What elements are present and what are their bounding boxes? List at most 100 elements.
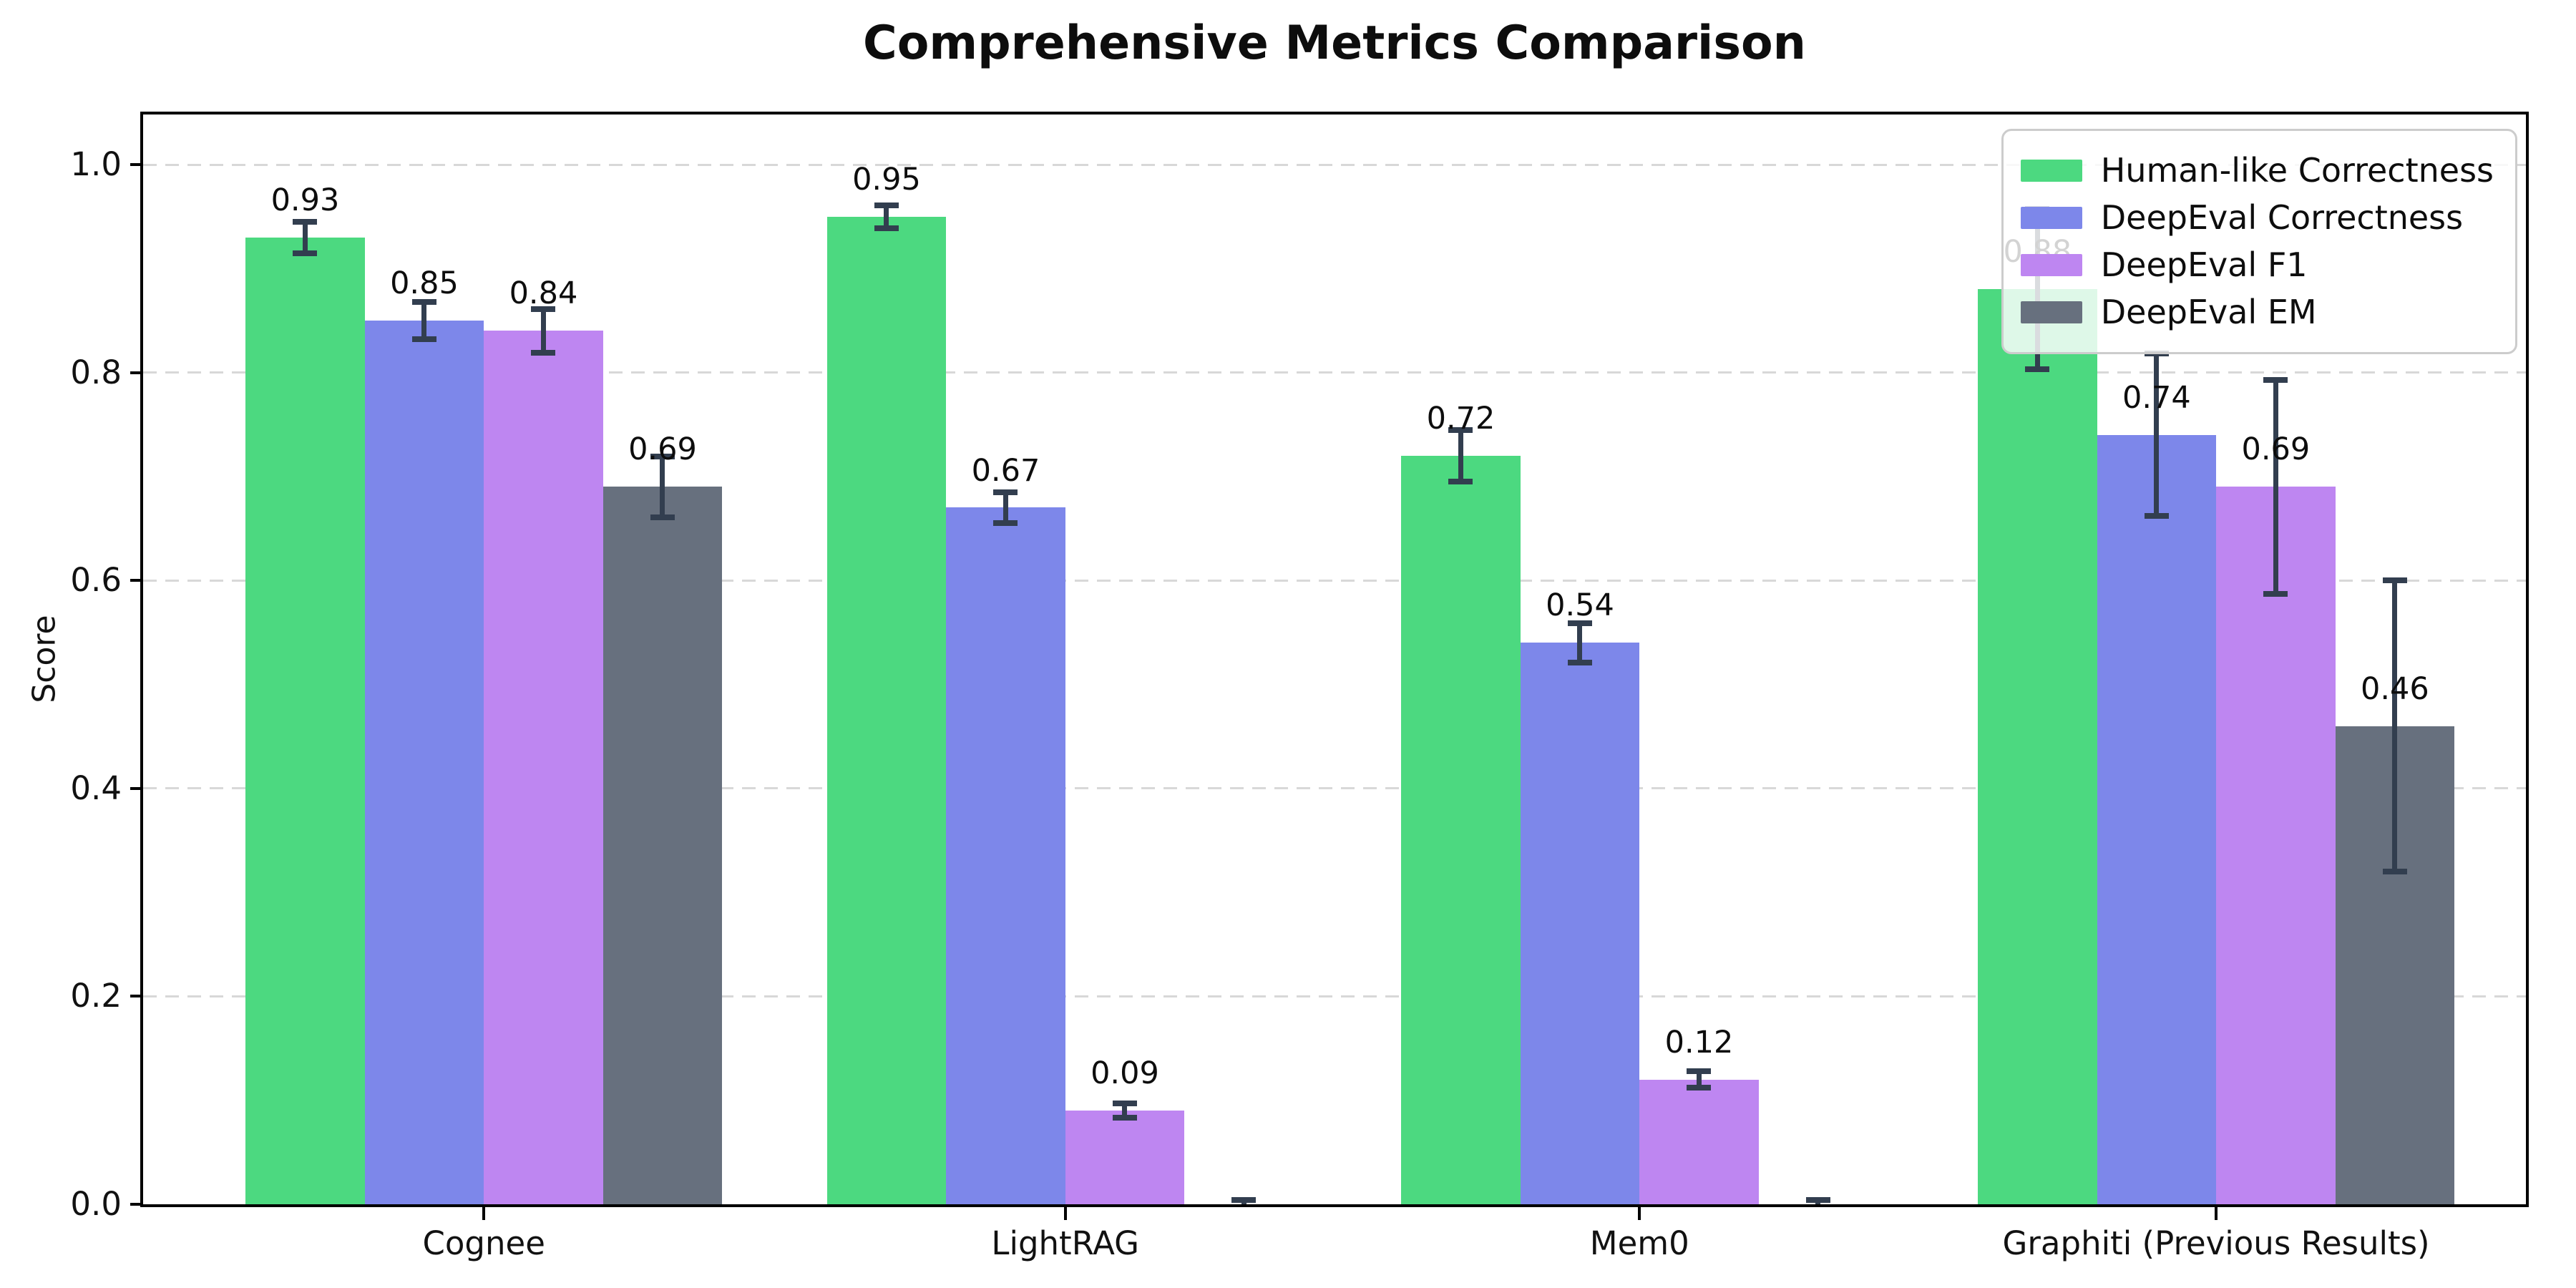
y-tick-mark [130,371,143,374]
gridline [143,787,2526,790]
x-tick-mark [482,1207,486,1220]
y-tick-mark [130,163,143,166]
y-tick-mark [130,995,143,998]
bar [1401,455,1521,1204]
x-tick-label: Graphiti (Previous Results) [2002,1224,2430,1262]
error-bar-cap [1687,1085,1712,1091]
error-bar [421,301,427,340]
y-tick-label: 0.6 [70,561,122,600]
x-tick-mark [1063,1207,1067,1220]
gridline [143,371,2526,374]
error-bar-cap [1448,479,1473,485]
error-bar-cap [293,218,318,225]
error-bar [1122,1103,1128,1118]
error-bar-cap [1231,1197,1257,1204]
error-bar [540,308,546,353]
bar-value-label: 0.84 [509,275,578,312]
bar-value-label: 0.69 [2241,431,2311,468]
y-tick-label: 0.0 [70,1185,122,1223]
error-bar-cap [531,349,556,356]
error-bar-cap [2382,869,2407,875]
y-tick-label: 0.8 [70,353,122,391]
bar-value-label: 0.93 [270,182,340,218]
x-tick-mark [1638,1207,1641,1220]
error-bar-cap [874,202,899,208]
bar [2216,487,2336,1204]
bar [484,331,603,1204]
y-tick-label: 0.2 [70,977,122,1015]
error-bar-cap [1687,1068,1712,1075]
bar [826,216,947,1204]
error-bar-cap [993,520,1018,527]
bar [602,487,723,1204]
error-bar-cap [1112,1115,1137,1121]
plot-area: Human-like Correctness DeepEval Correctne… [143,114,2526,1204]
bar-value-label: 0.72 [1426,400,1496,436]
bar-value-label: 0.54 [1546,587,1614,624]
error-bar-cap [2382,577,2407,584]
bar [1065,1111,1185,1204]
y-axis-label: Score [26,615,63,703]
error-bar-cap [2263,591,2288,597]
legend-swatch [2020,206,2082,229]
legend-swatch [2020,159,2082,182]
error-bar-cap [411,298,436,305]
legend-item: DeepEval Correctness [2020,197,2494,237]
legend-item: DeepEval EM [2020,292,2494,331]
error-bar-cap [293,250,318,256]
bar-value-label: 0.85 [390,265,459,301]
bar-value-label: 0.46 [2360,670,2429,707]
bar-value-label: 0.12 [1664,1024,1734,1060]
error-bar-cap [650,514,675,520]
legend-label: DeepEval EM [2100,292,2317,331]
bar-value-label: 0.67 [971,452,1040,489]
error-bar [660,457,665,517]
error-bar [884,205,889,228]
error-bar [302,221,308,253]
bar-value-label: 0.69 [628,431,697,468]
bar [1520,643,1640,1204]
chart-title: Comprehensive Metrics Comparison [863,16,1806,70]
error-bar [1577,623,1583,663]
legend-item: Human-like Correctness [2020,151,2494,190]
bar-value-label: 0.95 [852,161,921,197]
legend-label: Human-like Correctness [2100,151,2494,190]
error-bar-cap [411,336,436,343]
bar [245,237,365,1204]
bar [1639,1079,1759,1204]
error-bar [1002,492,1008,524]
y-tick-label: 0.4 [70,769,122,807]
y-tick-mark [130,1203,143,1206]
error-bar-cap [1448,426,1473,433]
error-bar-cap [1805,1197,1830,1204]
error-bar-cap [1112,1101,1137,1107]
legend-swatch [2020,301,2082,323]
x-tick-label: LightRAG [991,1224,1140,1262]
error-bar-cap [874,225,899,231]
error-bar-cap [650,454,675,460]
error-bar-cap [2025,366,2050,373]
error-bar [1458,429,1463,482]
bar [1978,289,2097,1204]
error-bar-cap [2263,376,2288,383]
y-tick-mark [130,786,143,790]
legend-swatch [2020,253,2082,276]
legend-label: DeepEval Correctness [2100,197,2464,237]
gridline [143,579,2526,582]
x-tick-label: Cognee [422,1224,545,1262]
error-bar-cap [1567,620,1592,626]
x-tick-label: Mem0 [1589,1224,1689,1262]
y-tick-mark [130,579,143,582]
x-tick-mark [2215,1207,2218,1220]
bar-value-label: 0.09 [1091,1055,1159,1092]
bar [2097,434,2217,1204]
error-bar-cap [2144,513,2169,519]
error-bar [1696,1071,1702,1088]
error-bar [2154,353,2160,517]
legend-item: DeepEval F1 [2020,245,2494,284]
error-bar [2273,379,2278,595]
error-bar-cap [1567,659,1592,665]
error-bar [2392,580,2398,872]
gridline [143,995,2526,997]
